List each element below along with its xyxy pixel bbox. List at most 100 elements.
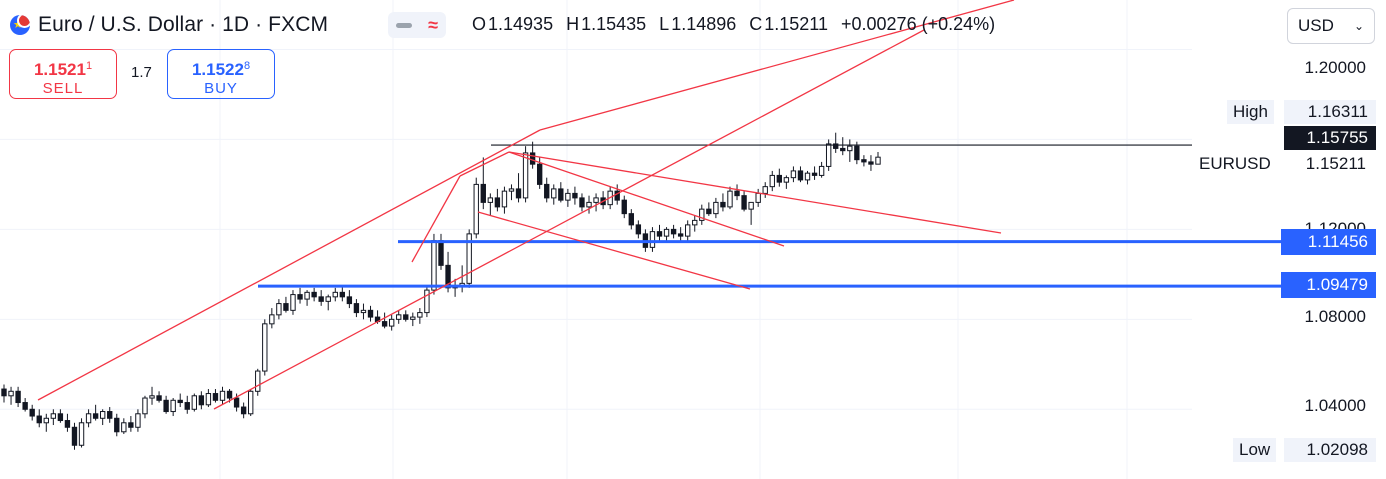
candle-body [480, 183, 486, 203]
candle-body [833, 143, 839, 149]
candle-body [410, 316, 416, 320]
candle-body [255, 370, 261, 392]
candle-body [135, 413, 141, 428]
indicator-toggle[interactable]: ≈ [388, 12, 446, 38]
candle-body [854, 145, 860, 161]
sell-price: 1.1521 [33, 60, 86, 79]
candle-body [226, 390, 233, 399]
chevron-down-icon: ⌄ [1353, 19, 1364, 33]
trendline [213, 29, 925, 410]
symbol-title[interactable]: Euro / U.S. Dollar · 1D · FXCM [38, 13, 329, 36]
high-tag-label: High [1227, 100, 1274, 124]
candle-body [43, 417, 49, 424]
candle-body [621, 199, 627, 215]
candle-body [868, 161, 874, 165]
candle-body [727, 190, 733, 208]
collapse-icon[interactable] [396, 22, 413, 28]
candle-body [304, 291, 310, 300]
candle-body [783, 177, 790, 183]
candle-body [473, 183, 479, 235]
candle-body [128, 422, 134, 428]
candle-body [290, 294, 296, 311]
candle-body [396, 314, 402, 320]
candle-body [388, 318, 395, 327]
sell-button[interactable]: 1.15211 SELL [9, 49, 117, 99]
close-value: 1.15211 [764, 14, 828, 34]
candle-body [367, 309, 374, 318]
trendline [508, 151, 785, 247]
candle-body [748, 201, 754, 210]
candle-body [177, 399, 183, 404]
change-value: +0.00276 (+0.24%) [841, 14, 996, 34]
spread-value: 1.7 [131, 64, 152, 81]
candle-body [847, 145, 853, 152]
candle-body [529, 152, 536, 165]
candle-body [494, 197, 501, 208]
buy-price-pip: 8 [243, 60, 251, 72]
candle-body [15, 390, 21, 404]
candle-body [804, 172, 811, 181]
price-tick-1: 1.20000 [1304, 58, 1366, 77]
candle-body [233, 397, 240, 408]
candle-body [36, 415, 42, 424]
candle-body [22, 402, 28, 410]
candle-body [276, 303, 282, 316]
high-value: 1.15435 [581, 14, 647, 34]
candle-body [875, 156, 881, 165]
candle-body [692, 219, 698, 226]
candle-body [424, 289, 430, 314]
candle-body [325, 296, 331, 302]
price-tick-5: 1.04000 [1304, 396, 1366, 415]
trendline [411, 175, 461, 263]
candle-body [487, 197, 494, 203]
candle-body [593, 197, 599, 203]
buy-price: 1.1522 [191, 60, 244, 79]
candle-body [699, 208, 705, 221]
candle-body [219, 390, 226, 401]
trendline [459, 151, 510, 177]
sell-label: SELL [42, 80, 84, 97]
close-label: C [749, 14, 763, 34]
symbol-header[interactable]: ★ Euro / U.S. Dollar · 1D · FXCM [10, 10, 328, 40]
candle-body [240, 406, 247, 415]
candle-body [797, 170, 804, 181]
buy-button[interactable]: 1.15228 BUY [167, 49, 275, 99]
candle-body [438, 240, 444, 266]
candle-body [649, 231, 656, 248]
candle-body [50, 413, 57, 419]
buy-label: BUY [204, 80, 238, 97]
candle-body [205, 393, 212, 406]
ohlc-readout: O 1.14935 H 1.15435 L 1.14896 C 1.15211 +0.00276… [472, 14, 995, 35]
candle-body [114, 417, 120, 433]
low-value: 1.14896 [671, 14, 737, 34]
trendline [539, 0, 1015, 131]
candle-body [269, 314, 275, 325]
candle-body [734, 190, 740, 197]
candle-body [283, 303, 289, 311]
candle-body [762, 186, 768, 194]
high-tag-value: 1.16311 [1284, 100, 1376, 124]
candle-body [71, 426, 78, 446]
candle-body [360, 309, 367, 314]
wave-icon[interactable]: ≈ [428, 15, 438, 35]
currency-select[interactable]: USD ⌄ [1287, 8, 1375, 44]
candle-body [466, 233, 472, 284]
trendline [37, 129, 541, 401]
candle-body [297, 294, 303, 300]
level-2-tag: 1.09479 [1281, 272, 1376, 298]
candle-body [142, 397, 148, 415]
candle-body [656, 231, 663, 237]
candle-body [706, 208, 712, 215]
candle-body [431, 240, 437, 291]
open-label: O [472, 14, 487, 34]
candle-body [586, 201, 592, 208]
candle-body [198, 395, 205, 406]
candle-body [184, 402, 190, 410]
candle-body [353, 303, 360, 314]
candle-body [501, 190, 508, 208]
candle-body [107, 411, 113, 419]
candle-body [262, 323, 268, 372]
candle-body [755, 192, 761, 203]
candle-body [57, 413, 64, 422]
